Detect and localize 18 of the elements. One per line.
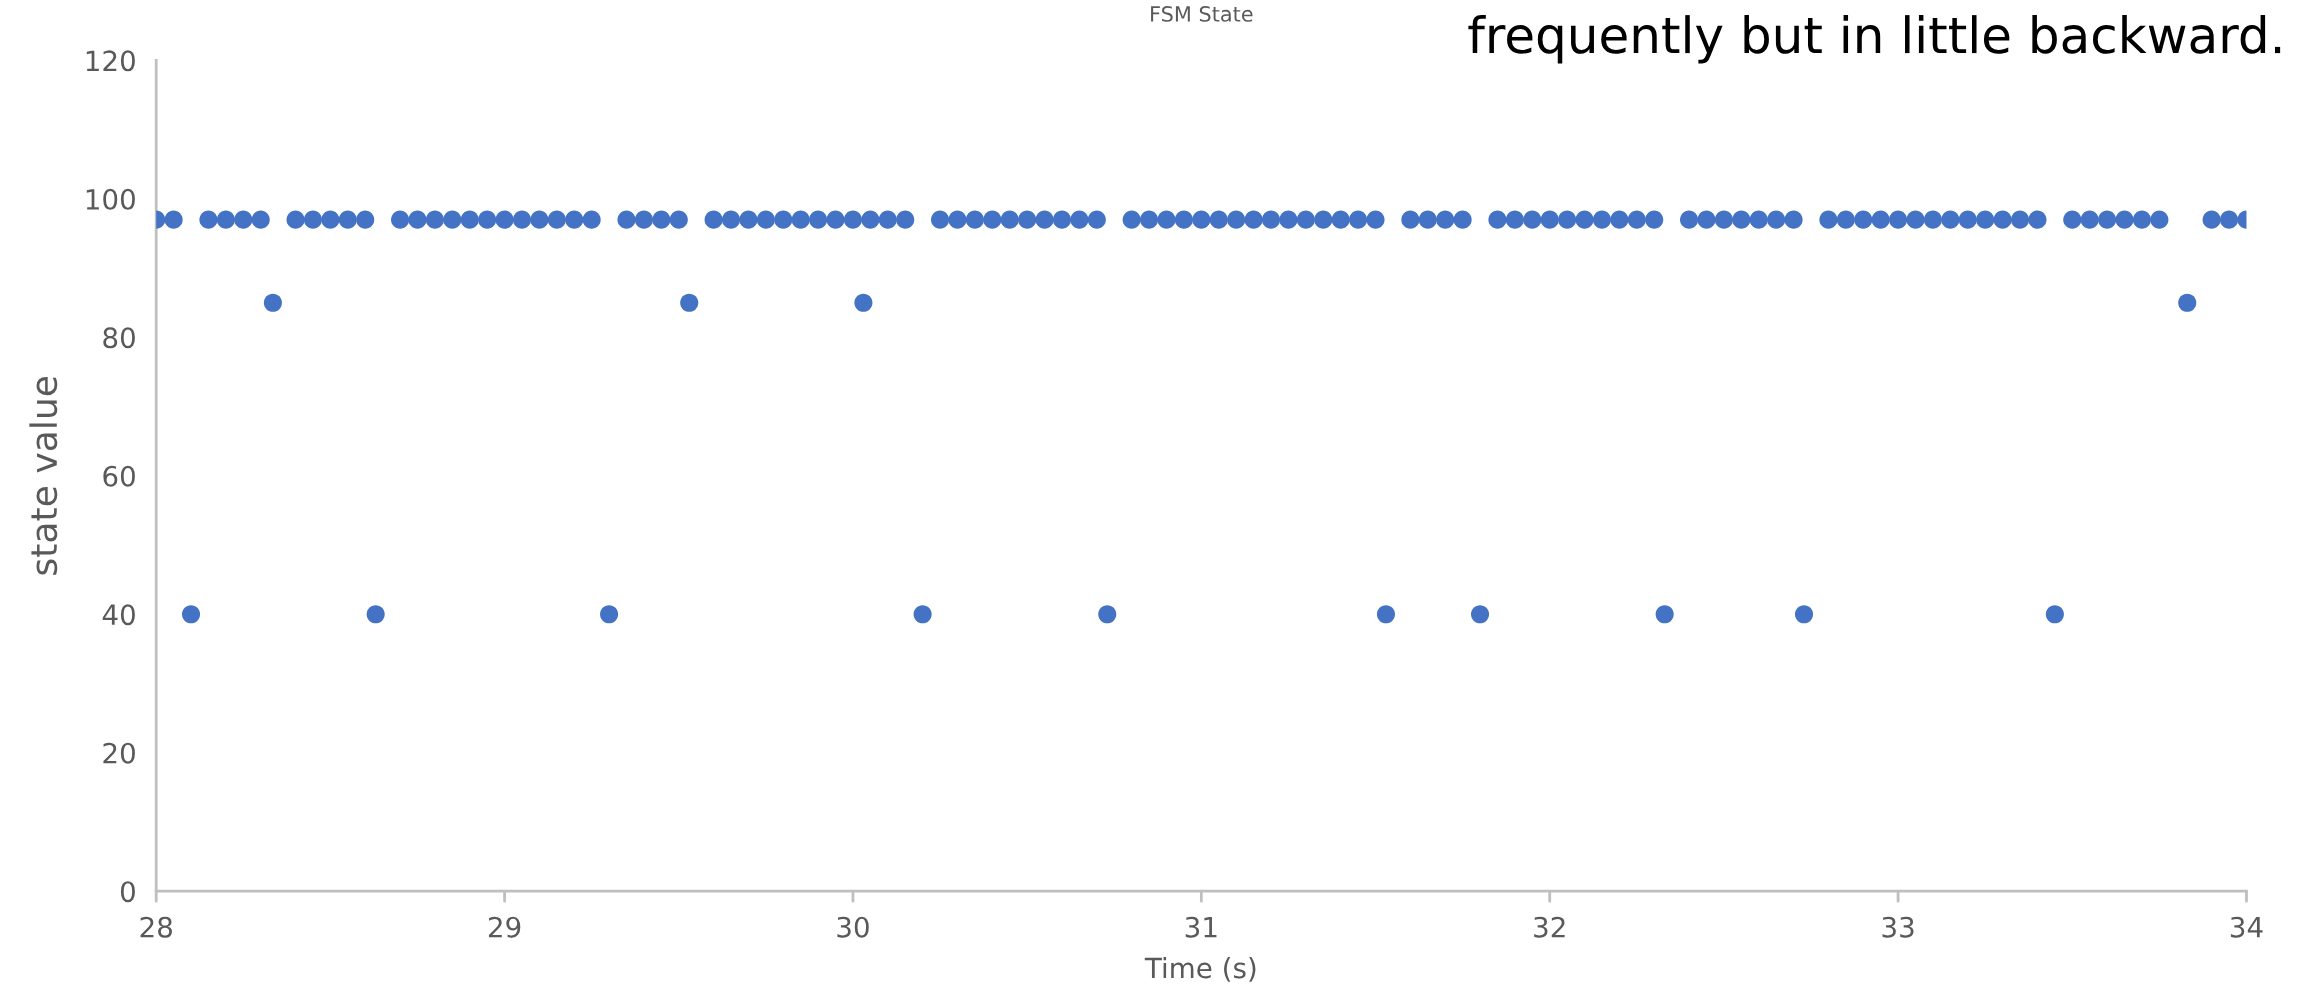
- x-tick-label: 28: [140, 916, 172, 938]
- x-tick-label: 34: [2230, 916, 2263, 938]
- y-tick-label: 40: [102, 604, 135, 626]
- y-tick-label: 100: [86, 188, 135, 210]
- x-tick-label: 32: [1534, 916, 1565, 938]
- y-tick-label: 0: [120, 881, 135, 903]
- x-tick-label: 33: [1882, 916, 1914, 938]
- x-axis-title: Time (s): [1144, 956, 1256, 982]
- x-tick-label: 31: [1185, 916, 1217, 938]
- y-tick-label: 80: [103, 327, 135, 349]
- y-tick-label: 60: [103, 465, 135, 487]
- y-axis-title: state value: [29, 376, 58, 575]
- chart-title: FSM State: [1151, 6, 1253, 22]
- y-tick-label: 120: [86, 50, 135, 72]
- y-tick-label: 20: [103, 742, 135, 764]
- annotation: frequently but in little backward.: [1468, 15, 2281, 64]
- x-tick-label: 29: [488, 916, 521, 938]
- x-tick-label: 30: [837, 916, 869, 938]
